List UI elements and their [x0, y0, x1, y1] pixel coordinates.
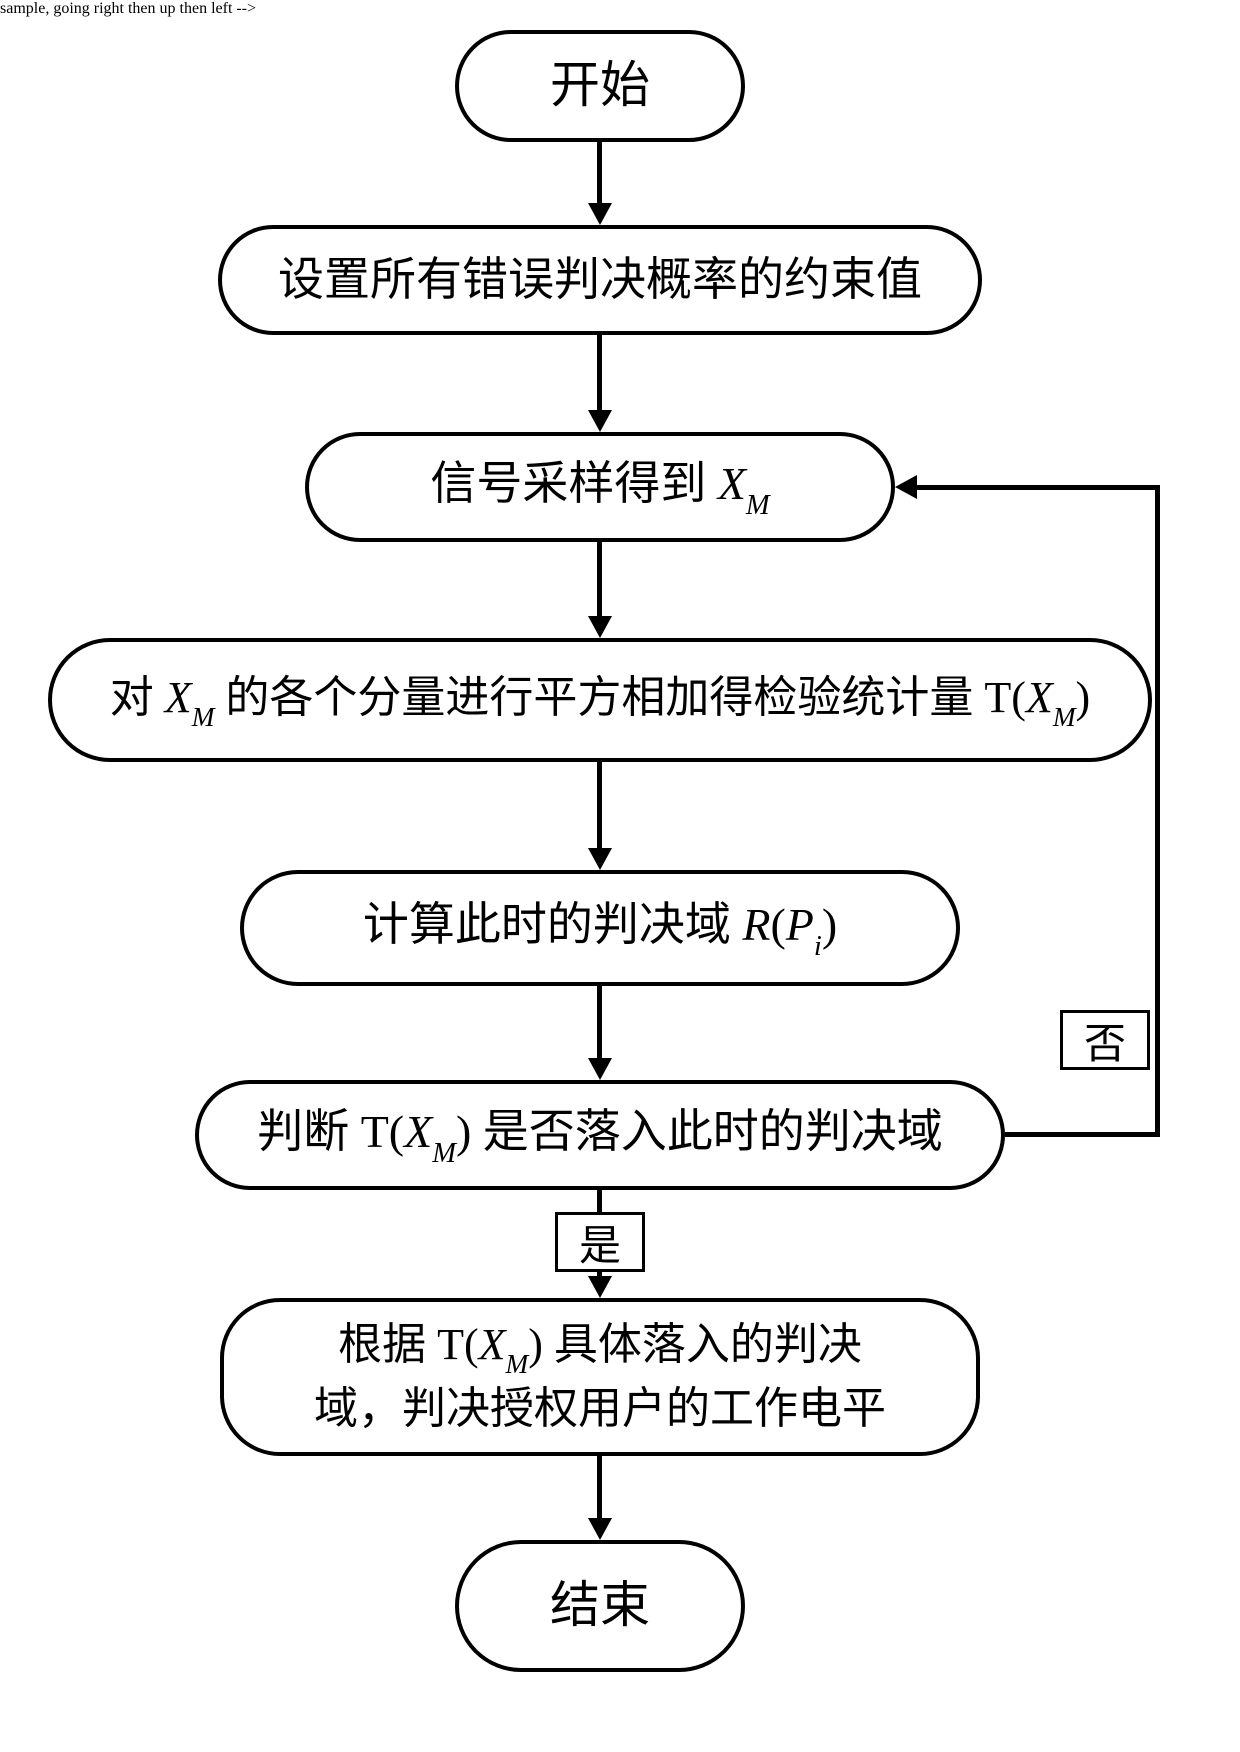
node-sample-text: 信号采样得到 XM — [430, 453, 769, 521]
node-end-text: 结束 — [550, 1572, 650, 1640]
node-check-text: 判断 T(XM) 是否落入此时的判决域 — [257, 1101, 943, 1169]
edge-region-check — [597, 986, 602, 1060]
label-no: 否 — [1060, 1010, 1150, 1070]
edge-check-decide-head — [588, 1276, 612, 1298]
edge-sample-stat — [597, 542, 602, 618]
label-yes-text: 是 — [579, 1212, 621, 1273]
node-statistic: 对 XM 的各个分量进行平方相加得检验统计量 T(XM) — [48, 638, 1152, 762]
node-set-constraints: 设置所有错误判决概率的约束值 — [218, 225, 982, 335]
edge-region-check-head — [588, 1058, 612, 1080]
node-start-text: 开始 — [550, 52, 650, 120]
node-set-constraints-text: 设置所有错误判决概率的约束值 — [278, 249, 922, 311]
node-statistic-text: 对 XM 的各个分量进行平方相加得检验统计量 T(XM) — [110, 668, 1090, 732]
node-check: 判断 T(XM) 是否落入此时的判决域 — [195, 1080, 1005, 1190]
node-region: 计算此时的判决域 R(Pi) — [240, 870, 960, 986]
node-decide: 根据 T(XM) 具体落入的判决域，判决授权用户的工作电平 — [220, 1298, 980, 1456]
edge-stat-region — [597, 762, 602, 850]
flowchart-container: 开始 设置所有错误判决概率的约束值 信号采样得到 XM 对 XM 的各个分量进行… — [0, 0, 1240, 1752]
node-decide-text: 根据 T(XM) 具体落入的判决域，判决授权用户的工作电平 — [314, 1315, 886, 1438]
node-start: 开始 — [455, 30, 745, 142]
edge-no-v — [1155, 485, 1160, 1137]
edge-stat-region-head — [588, 848, 612, 870]
edge-no-h1 — [1005, 1132, 1160, 1137]
edge-setcons-sample-head — [588, 410, 612, 432]
node-end: 结束 — [455, 1540, 745, 1672]
edge-start-setcons-head — [588, 203, 612, 225]
edge-sample-stat-head — [588, 616, 612, 638]
label-yes: 是 — [555, 1212, 645, 1272]
edge-setcons-sample — [597, 335, 602, 412]
edge-no-head — [895, 475, 917, 499]
edge-decide-end — [597, 1456, 602, 1520]
edge-start-setcons — [597, 142, 602, 205]
edge-decide-end-head — [588, 1518, 612, 1540]
label-no-text: 否 — [1084, 1010, 1126, 1071]
node-sample: 信号采样得到 XM — [305, 432, 895, 542]
edge-no-h2 — [917, 485, 1160, 490]
node-region-text: 计算此时的判决域 R(Pi) — [363, 894, 837, 962]
